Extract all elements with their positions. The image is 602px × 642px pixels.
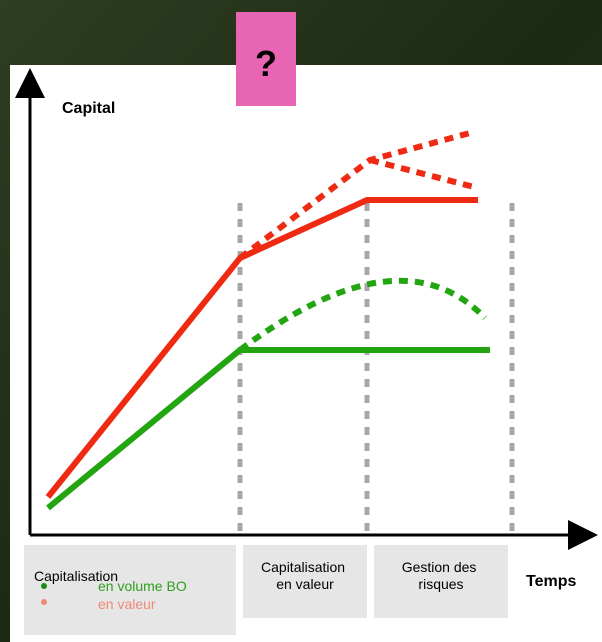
phase-box — [243, 545, 367, 618]
phase-line: Gestion des — [402, 559, 477, 575]
legend-dot — [41, 583, 47, 589]
x-axis-label: Temps — [526, 573, 576, 590]
question-mark: ? — [255, 43, 277, 84]
phase-label: Gestion des risques — [402, 559, 481, 592]
phase-line: risques — [418, 576, 463, 592]
y-axis-label: Capital — [62, 100, 115, 117]
legend-dot — [41, 599, 47, 605]
question-box — [236, 12, 296, 106]
legend-title: Capitalisation — [34, 568, 118, 584]
phase-line: en valeur — [276, 576, 334, 592]
phase-label: Capitalisation en valeur — [261, 559, 349, 592]
legend-item: en valeur — [98, 596, 156, 612]
legend-box — [24, 545, 236, 635]
phase-line: Capitalisation — [261, 559, 345, 575]
phase-box — [374, 545, 508, 618]
curves — [45, 130, 490, 511]
legend-item: en volume BO — [98, 578, 187, 594]
